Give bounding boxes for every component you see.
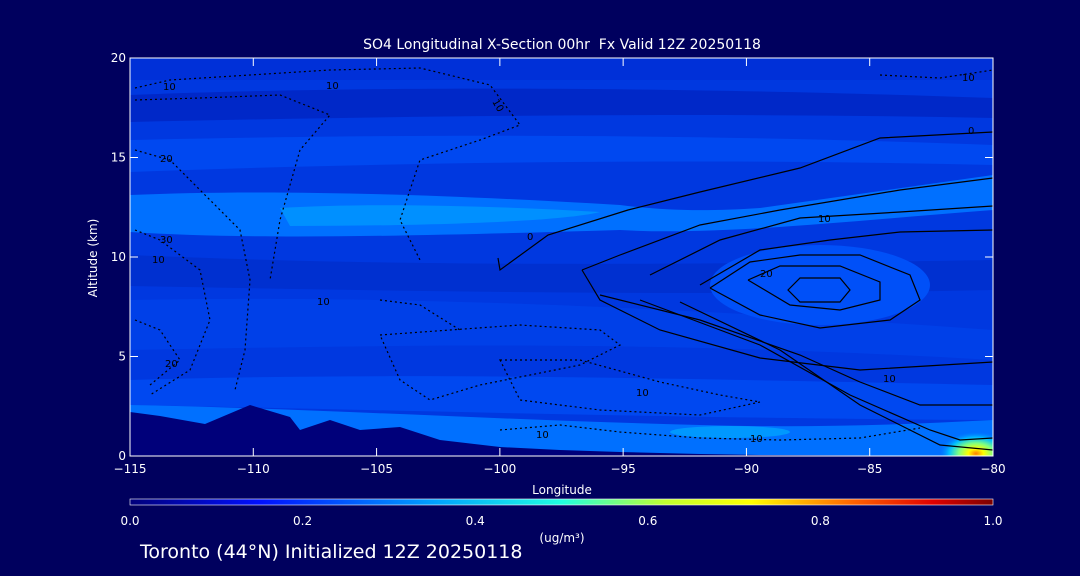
colorbar-tick-label: 0.8 [811, 514, 830, 528]
colorbar-tick-label: 0.4 [466, 514, 485, 528]
field-patch-surface [670, 426, 790, 438]
contour-label: 10 [317, 297, 330, 308]
field-core [710, 245, 930, 325]
contour-dotted-group [134, 67, 993, 441]
contour-label: 0 [968, 126, 974, 137]
terrain [130, 405, 993, 456]
contour-label: 10 [636, 388, 649, 399]
contour-label: 20 [165, 359, 178, 370]
colorbar-tick-label: 0.6 [638, 514, 657, 528]
contour-solid-5 [747, 265, 881, 311]
field-band-mid [130, 298, 993, 360]
colorbar-tick-label: 1.0 [983, 514, 1002, 528]
x-axis-label: Longitude [532, 483, 592, 497]
y-axis-label: Altitude (km) [86, 219, 100, 298]
colorbar-ticks: 0.0 0.2 0.4 0.6 0.8 1.0 [120, 514, 1002, 528]
x-tick-label: −90 [734, 462, 759, 476]
contour-solid-2 [649, 205, 993, 276]
contour-solid-6 [787, 277, 851, 303]
contour-dotted-2 [134, 149, 251, 391]
colorbar-units: (ug/m³) [539, 531, 584, 545]
x-tick-label: −85 [857, 462, 882, 476]
y-tick-label: 0 [118, 449, 126, 463]
y-axis: 0 5 10 15 20 [111, 51, 993, 463]
contour-lines [134, 67, 993, 451]
contour-label: 10 [326, 81, 339, 92]
x-axis: −115 −110 −105 −100 −95 −90 −85 −80 [114, 58, 1006, 476]
field-band-low [130, 376, 993, 420]
contour-label: 10 [750, 434, 763, 445]
y-tick-label: 10 [111, 250, 126, 264]
contour-label: 0 [527, 232, 533, 243]
contour-label: 20 [160, 154, 173, 165]
contour-label: 10 [163, 82, 176, 93]
field-band-15km [130, 135, 993, 172]
y-tick-label: 15 [111, 151, 126, 165]
contour-dotted-5 [379, 324, 622, 401]
x-tick-label: −105 [360, 462, 393, 476]
x-tick-label: −95 [610, 462, 635, 476]
field-plume [780, 330, 993, 456]
contour-label: 10 [536, 430, 549, 441]
contour-label: 20 [760, 269, 773, 280]
chart-title: SO4 Longitudinal X-Section 00hr Fx Valid… [363, 37, 761, 53]
field-band-lighter-11km [280, 205, 600, 226]
contour-label: 10 [818, 214, 831, 225]
y-tick-label: 20 [111, 51, 126, 65]
contour-solid-10 [679, 301, 993, 451]
colorbar-tick-label: 0.0 [120, 514, 139, 528]
field-band-top [130, 58, 993, 80]
colorbar-tick-label: 0.2 [293, 514, 312, 528]
x-tick-label: −115 [114, 462, 147, 476]
colorbar-frame [129, 498, 994, 506]
y-tick-label: 5 [118, 350, 126, 364]
contour-dotted-9 [379, 299, 461, 331]
contour-solid-0 [497, 131, 993, 272]
contour-dotted-8 [879, 69, 993, 79]
contour-label: 10 [962, 73, 975, 84]
contour-label: 10 [152, 255, 165, 266]
contour-dotted-0 [134, 67, 521, 261]
contour-solid-9 [639, 299, 993, 441]
contour-label: 30 [160, 235, 173, 246]
contour-label: 10 [883, 374, 896, 385]
contour-labels: 10 10 10 20 30 10 10 20 0 10 20 10 0 10 … [152, 73, 975, 445]
contour-dotted-7 [499, 424, 921, 441]
location-caption: Toronto (44°N) Initialized 12Z 20250118 [140, 541, 523, 563]
contour-solid-4 [709, 254, 921, 329]
colorbar [130, 499, 993, 505]
x-tick-label: −110 [237, 462, 270, 476]
contour-solid-3 [699, 229, 993, 286]
contour-dotted-6 [499, 359, 761, 416]
contour-solid-7 [581, 269, 993, 371]
concentration-field [130, 58, 993, 456]
x-tick-label: −100 [483, 462, 516, 476]
field-band-upper-dark [130, 88, 993, 122]
x-tick-label: −80 [980, 462, 1005, 476]
contour-solid-1 [581, 177, 993, 271]
contour-dotted-1 [134, 94, 332, 281]
